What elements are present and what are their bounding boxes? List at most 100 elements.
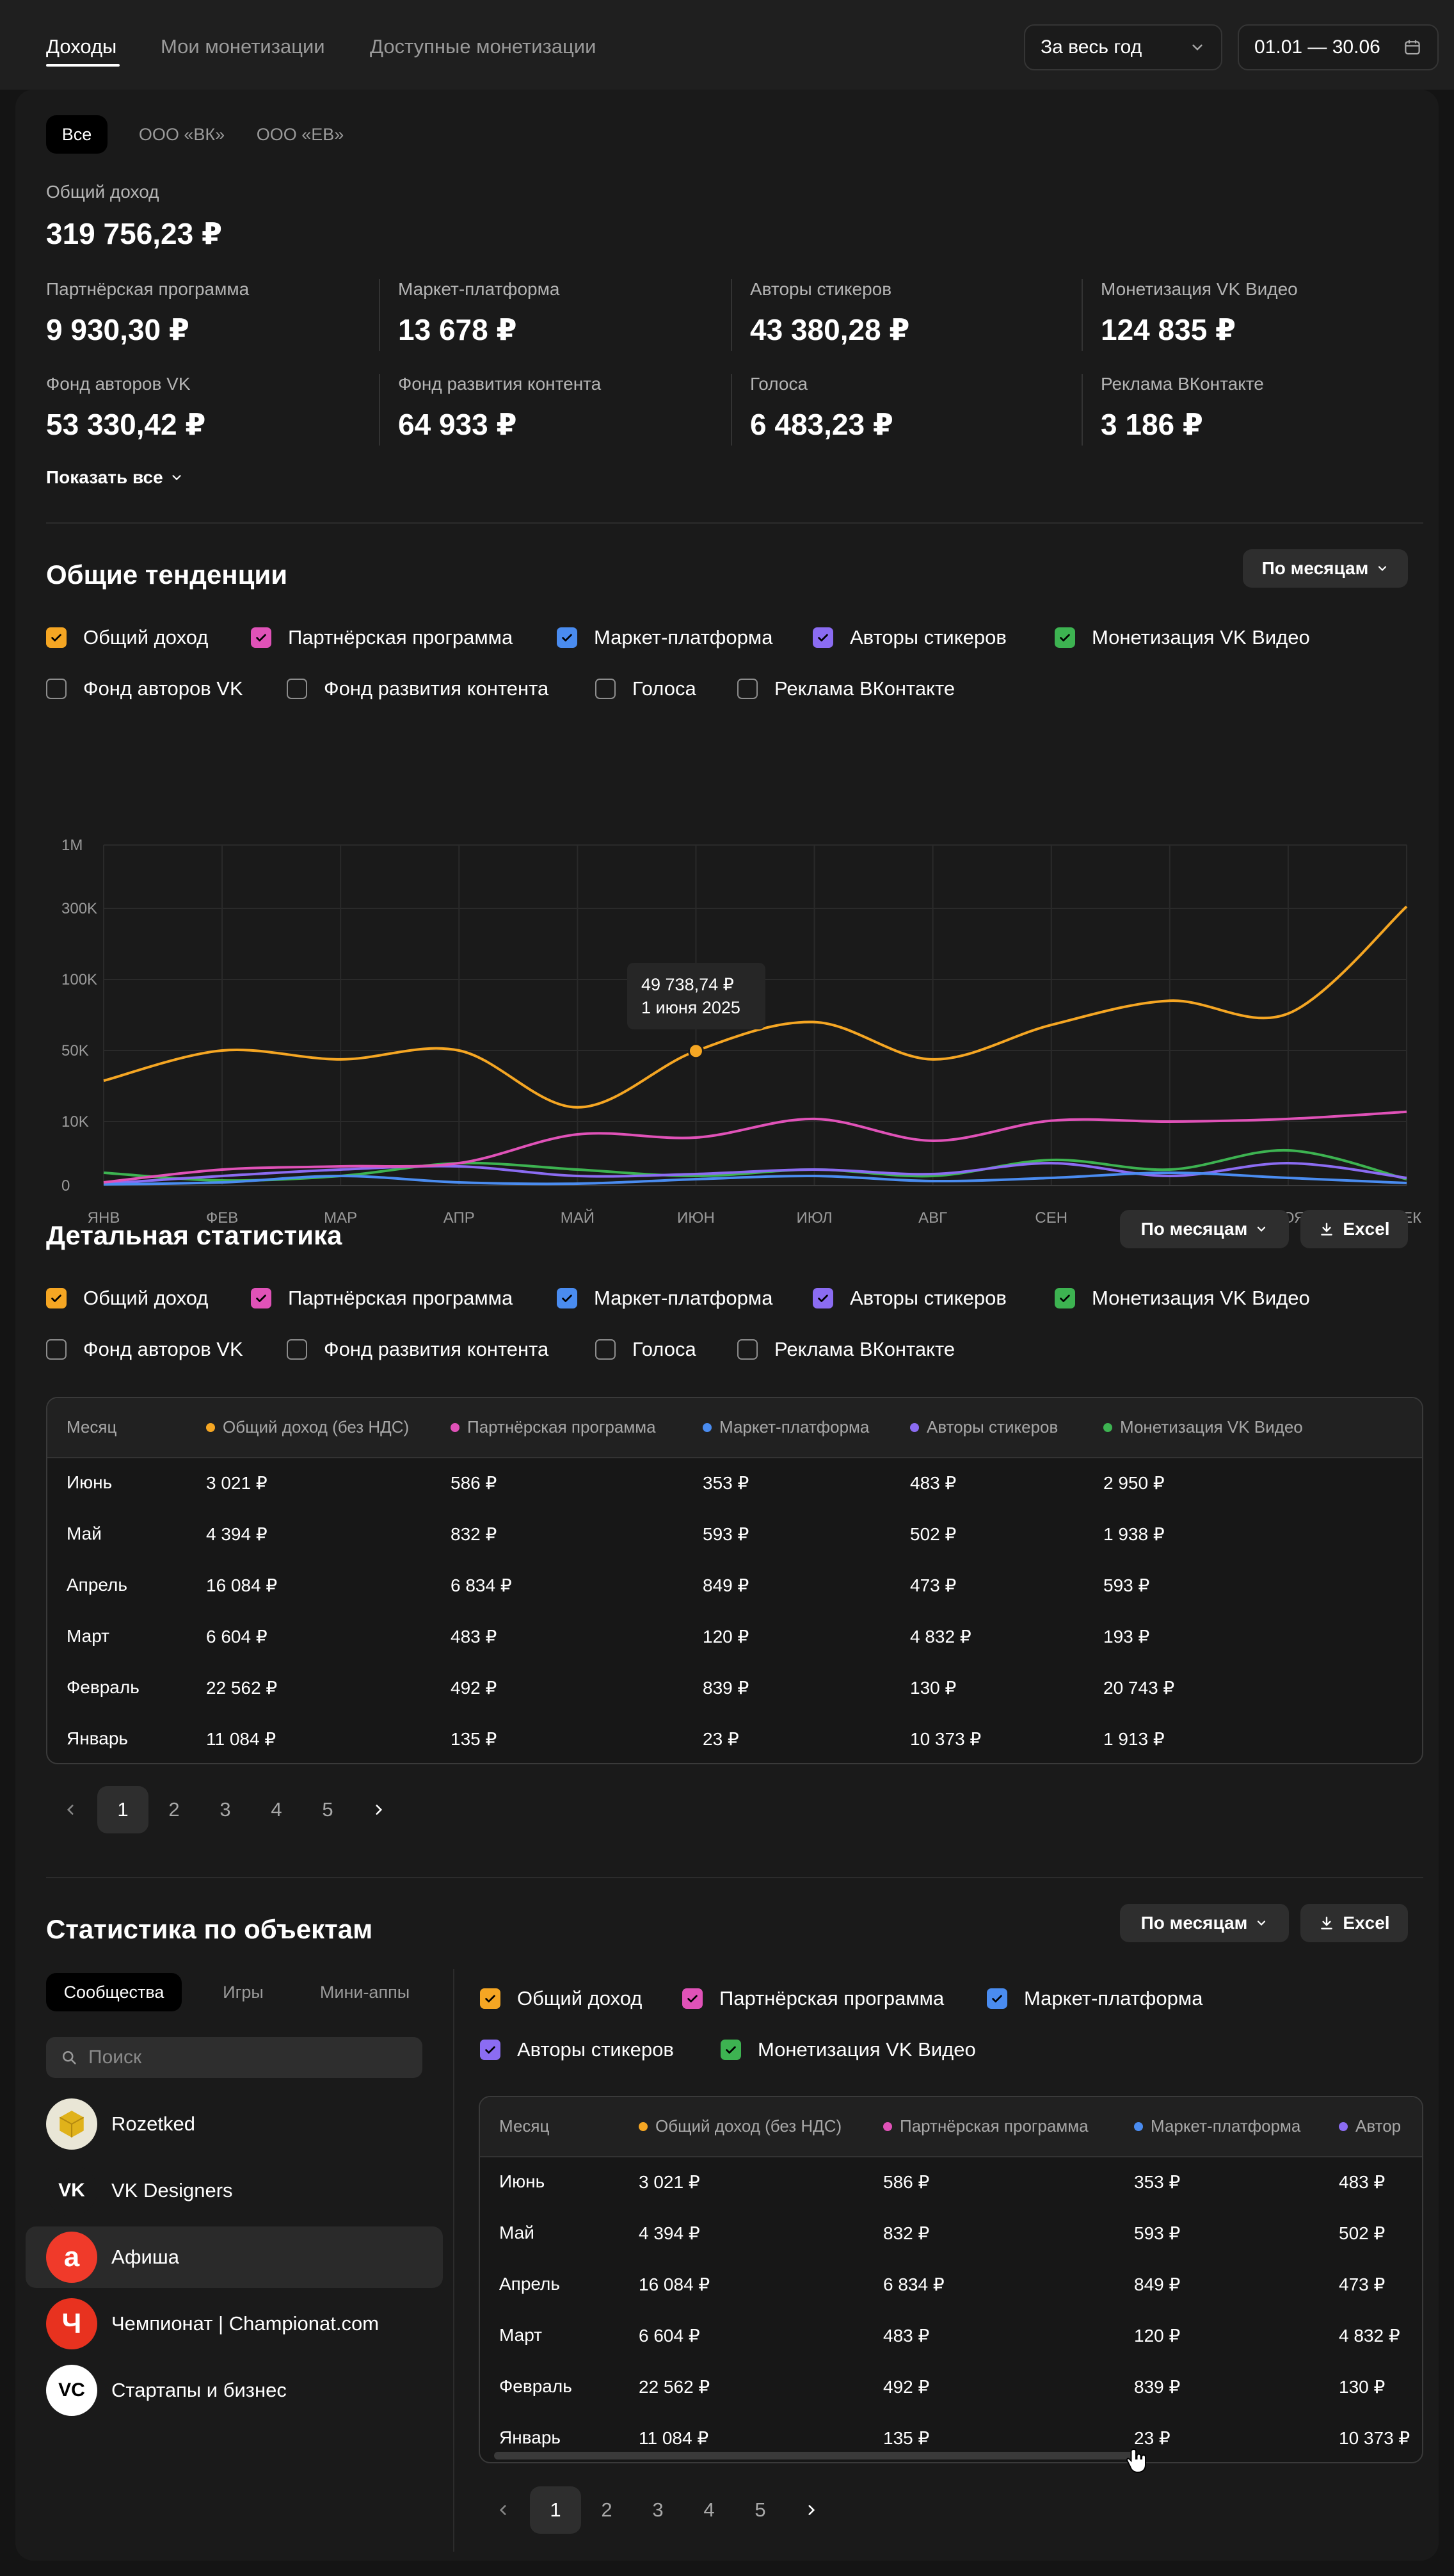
community-item[interactable]: a Афиша: [26, 2226, 443, 2288]
avatar-letters: Ч: [61, 2308, 82, 2339]
tab-my-monetizations[interactable]: Мои монетизации: [161, 35, 325, 58]
divider: [1082, 279, 1083, 351]
date-range-picker[interactable]: 01.01 — 30.06: [1238, 24, 1439, 70]
filter-checkbox[interactable]: Монетизация VK Видео: [1055, 626, 1310, 649]
trends-period-button[interactable]: По месяцам: [1243, 549, 1408, 588]
filter-checkbox[interactable]: Фонд авторов VK: [46, 1338, 243, 1361]
detail-excel-button[interactable]: Excel: [1300, 1210, 1408, 1248]
tab-underline: [46, 64, 120, 67]
column-header[interactable]: Партнёрская программа: [451, 1417, 656, 1437]
community-name: Афиша: [111, 2246, 179, 2268]
column-header[interactable]: Маркет-платформа: [1134, 2116, 1300, 2136]
checkbox-empty-icon: [595, 1339, 616, 1360]
filter-checkbox[interactable]: Общий доход: [46, 1287, 208, 1310]
filter-checkbox[interactable]: Фонд развития контента: [287, 677, 548, 700]
horizontal-scrollbar[interactable]: [494, 2452, 1138, 2459]
show-all-button[interactable]: Показать все: [46, 467, 184, 488]
community-item[interactable]: Rozetked: [26, 2093, 443, 2155]
table-cell: 483 ₽: [1339, 2172, 1386, 2192]
objects-tab-communities[interactable]: Сообщества: [46, 1973, 182, 2011]
filter-checkbox[interactable]: Общий доход: [46, 626, 208, 649]
page-button[interactable]: 2: [168, 1798, 180, 1821]
tab-available-monetizations[interactable]: Доступные монетизации: [370, 35, 596, 58]
objects-excel-label: Excel: [1343, 1913, 1390, 1933]
table-cell: 586 ₽: [883, 2172, 930, 2192]
next-page-button[interactable]: [360, 1786, 398, 1833]
filter-checkbox[interactable]: Монетизация VK Видео: [1055, 1287, 1310, 1310]
page-button[interactable]: 3: [220, 1798, 231, 1821]
filter-label: Фонд авторов VK: [83, 1338, 243, 1360]
page-button[interactable]: 4: [271, 1798, 282, 1821]
objects-tab-games[interactable]: Игры: [223, 1982, 264, 2002]
table-row: Март 6 604 ₽ 483 ₽ 120 ₽ 4 832 ₽ 193 ₽: [47, 1612, 1422, 1663]
filter-checkbox[interactable]: Реклама ВКонтакте: [737, 677, 955, 700]
page-button[interactable]: 4: [703, 2499, 715, 2521]
page-button[interactable]: 5: [755, 2499, 766, 2521]
filter-checkbox[interactable]: Голоса: [595, 1338, 696, 1361]
tab-income[interactable]: Доходы: [46, 35, 117, 58]
objects-period-button[interactable]: По месяцам: [1120, 1904, 1289, 1942]
page-button[interactable]: 1: [97, 1786, 148, 1833]
filter-checkbox[interactable]: Партнёрская программа: [251, 1287, 513, 1310]
filter-checkbox[interactable]: Фонд авторов VK: [46, 677, 243, 700]
prev-page-button[interactable]: [484, 2486, 522, 2534]
filter-checkbox[interactable]: Общий доход: [480, 1987, 642, 2010]
page-button[interactable]: 5: [322, 1798, 333, 1821]
period-select[interactable]: За весь год: [1024, 24, 1222, 70]
filter-checkbox[interactable]: Маркет-платформа: [987, 1987, 1202, 2010]
page-button[interactable]: 1: [530, 2486, 581, 2534]
filter-checkbox[interactable]: Партнёрская программа: [251, 626, 513, 649]
objects-excel-button[interactable]: Excel: [1300, 1904, 1408, 1942]
column-header[interactable]: Месяц: [499, 2116, 549, 2136]
search-input[interactable]: Поиск: [46, 2037, 422, 2078]
community-name: Rozetked: [111, 2113, 195, 2135]
show-all-label: Показать все: [46, 467, 163, 487]
column-header[interactable]: Общий доход (без НДС): [206, 1417, 409, 1437]
filter-checkbox[interactable]: Партнёрская программа: [682, 1987, 944, 2010]
checkbox-checked-icon: [480, 2040, 500, 2060]
filter-label: Партнёрская программа: [288, 626, 513, 648]
community-item[interactable]: VC Стартапы и бизнес: [26, 2360, 443, 2421]
filter-label: Монетизация VK Видео: [1092, 1287, 1310, 1309]
table-row: Апрель 16 084 ₽ 6 834 ₽ 849 ₽ 473 ₽: [480, 2260, 1422, 2311]
page-button[interactable]: 3: [652, 2499, 664, 2521]
table-cell: 3 021 ₽: [206, 1473, 268, 1493]
detail-period-button[interactable]: По месяцам: [1120, 1210, 1289, 1248]
company-tab-ev[interactable]: ООО «ЕВ»: [256, 124, 344, 144]
filter-checkbox[interactable]: Маркет-платформа: [557, 626, 772, 649]
hover-point[interactable]: [687, 1043, 704, 1059]
prev-page-button[interactable]: [51, 1786, 90, 1833]
filter-checkbox[interactable]: Монетизация VK Видео: [721, 2038, 976, 2061]
table-cell: 483 ₽: [910, 1473, 957, 1493]
series-line: [103, 905, 1408, 1109]
company-tab-all[interactable]: Все: [46, 115, 108, 154]
trends-title: Общие тенденции: [46, 559, 288, 590]
objects-tab-mini-apps[interactable]: Мини-аппы: [319, 1982, 410, 2002]
column-header[interactable]: Авторы стикеров: [910, 1417, 1058, 1437]
filter-checkbox[interactable]: Авторы стикеров: [480, 2038, 674, 2061]
column-header[interactable]: Месяц: [67, 1417, 116, 1437]
community-item[interactable]: VK VK Designers: [26, 2160, 443, 2221]
filter-checkbox[interactable]: Реклама ВКонтакте: [737, 1338, 955, 1361]
filter-checkbox[interactable]: Голоса: [595, 677, 696, 700]
table-cell: 135 ₽: [883, 2428, 930, 2448]
column-header[interactable]: Партнёрская программа: [883, 2116, 1089, 2136]
table-cell: 16 084 ₽: [206, 1575, 278, 1595]
next-page-button[interactable]: [792, 2486, 831, 2534]
filter-checkbox[interactable]: Авторы стикеров: [813, 1287, 1007, 1310]
community-item[interactable]: Ч Чемпионат | Championat.com: [26, 2293, 443, 2355]
filter-label: Партнёрская программа: [719, 1987, 945, 2009]
column-header[interactable]: Монетизация VK Видео: [1103, 1417, 1303, 1437]
page-button[interactable]: 2: [601, 2499, 612, 2521]
divider: [379, 374, 380, 446]
column-header[interactable]: Общий доход (без НДС): [639, 2116, 842, 2136]
table-cell: 120 ₽: [703, 1627, 749, 1646]
x-tick-label: АВГ: [918, 1209, 947, 1227]
filter-checkbox[interactable]: Маркет-платформа: [557, 1287, 772, 1310]
series-dot-icon: [206, 1422, 215, 1432]
column-header[interactable]: Маркет-платформа: [703, 1417, 869, 1437]
filter-checkbox[interactable]: Авторы стикеров: [813, 626, 1007, 649]
filter-checkbox[interactable]: Фонд развития контента: [287, 1338, 548, 1361]
column-header[interactable]: Автор: [1339, 2116, 1401, 2136]
company-tab-vk[interactable]: ООО «ВК»: [138, 124, 225, 144]
